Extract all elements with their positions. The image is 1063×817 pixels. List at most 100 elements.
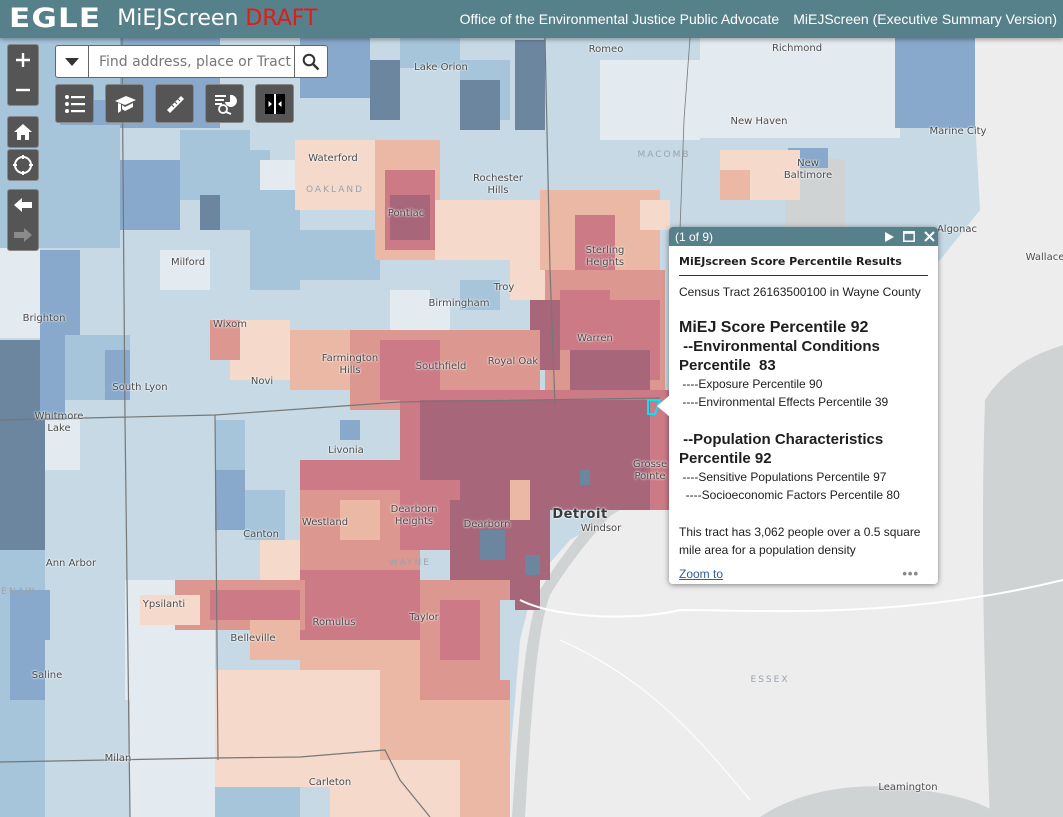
place-label: Algonac [936,224,978,235]
about-button[interactable] [105,84,144,123]
swipe-icon [264,93,285,114]
popup-header: (1 of 9) [669,227,938,246]
pop-characteristics-heading: --Population Characteristics Percentile … [679,431,888,467]
place-label: Livonia [328,445,364,456]
infographic-query-button[interactable] [205,84,244,123]
place-label: Taylor [409,612,439,623]
popup-footer: Zoom to ••• [669,564,938,584]
play-next-icon [885,231,894,242]
app-title: MiEJScreen [117,6,239,31]
tract-description: This tract has 3,062 people over a 0.5 s… [679,525,921,557]
search-widget [55,45,328,78]
home-control [7,116,39,148]
place-label: Romeo [588,44,624,55]
zoom-out-button[interactable] [8,75,38,105]
place-label: Rochester Hills [473,173,523,196]
zoom-in-button[interactable] [8,45,38,75]
crosshair-icon [13,155,33,175]
place-label: South Lyon [112,382,168,393]
county-label: MACOMB [637,150,691,160]
place-label: Birmingham [428,298,490,309]
place-label: Dearborn Heights [390,504,438,527]
place-label: Leamington [878,782,938,793]
place-label: Southfield [415,361,467,372]
zoom-to-link[interactable]: Zoom to [679,567,724,581]
place-label: Marine City [929,126,987,137]
more-actions-button[interactable]: ••• [902,566,919,581]
popup-feature-counter: (1 of 9) [675,229,714,244]
place-label: Lake Orion [414,62,468,73]
close-icon [924,231,935,242]
measurement-button[interactable] [155,84,194,123]
popup-header-buttons [885,227,935,246]
ruler-icon [166,95,184,113]
locate-button[interactable] [8,150,38,180]
next-extent-button[interactable] [8,220,38,250]
egle-logo[interactable]: EGLE [9,3,102,34]
county-label: OAKLAND [305,185,365,195]
app-header: EGLE MiEJScreen DRAFT Office of the Envi… [0,0,1063,38]
previous-extent-button[interactable] [8,190,38,220]
header-link-ej-advocate[interactable]: Office of the Environmental Justice Publ… [459,11,780,27]
place-label: Belleville [230,633,276,644]
sensitive-populations-percentile: ----Sensitive Populations Percentile 97 [679,470,887,484]
place-label: Windsor [580,523,622,534]
close-popup-button[interactable] [924,231,935,242]
place-label: New Haven [730,116,788,127]
place-label: Farmington Hills [321,353,379,376]
draft-label: DRAFT [245,6,318,31]
header-link-executive-summary[interactable]: MiEJScreen (Executive Summary Version) [793,11,1057,27]
extent-navigation [7,189,39,251]
place-label: Pontiac [387,208,425,219]
place-label: Whitmore Lake [34,411,84,434]
search-icon [302,53,320,70]
search-input[interactable] [89,46,294,77]
place-label: Dearborn [463,519,511,530]
widget-toolbar [55,84,294,123]
tract-info: Census Tract 26163500100 in Wayne County [679,285,921,299]
place-label: Milan [104,753,132,764]
zoom-controls [7,44,39,106]
place-label: Grosse Pointe [632,459,668,482]
place-label: Ann Arbor [45,558,97,569]
plus-icon [16,53,30,67]
maximize-button[interactable] [903,231,915,242]
env-effects-percentile: ----Environmental Effects Percentile 39 [679,395,889,409]
place-label: Romulus [312,617,356,628]
popup-content: MiEJscreen Score Percentile Results Cens… [669,246,938,564]
socioeconomic-percentile: ----Socioeconomic Factors Percentile 80 [679,488,900,502]
arrow-left-icon [14,198,32,212]
layer-list-icon [64,94,85,113]
place-label: Ypsilanti [142,599,186,610]
feature-popup: (1 of 9) MiEJscreen Score Percentile Res… [669,227,938,584]
caret-down-icon [65,57,79,66]
place-label: Wixom [213,319,247,330]
home-button[interactable] [8,117,38,147]
search-button[interactable] [294,46,327,77]
place-label: Canton [243,529,279,540]
popup-title: MiEJscreen Score Percentile Results [679,255,928,276]
county-label: TENAW [0,587,37,597]
search-source-dropdown[interactable] [56,46,89,77]
swipe-button[interactable] [255,84,294,123]
header-links: Office of the Environmental Justice Publ… [460,0,1057,38]
county-label: ESSEX [750,675,790,685]
miej-score: MiEJ Score Percentile 92 [679,319,869,336]
place-label: Warren [577,333,613,344]
place-label: Brighton [22,313,66,324]
graduation-cap-icon [114,95,136,113]
place-label: Saline [31,670,63,681]
place-label: Carleton [308,777,352,788]
place-label: Troy [493,282,515,293]
home-icon [14,124,32,140]
place-label: Detroit [552,507,608,522]
next-feature-button[interactable] [885,231,894,242]
place-label: Richmond [771,43,823,54]
place-label: Sterling Heights [585,245,625,268]
place-label: Milford [170,257,206,268]
layer-list-button[interactable] [55,84,94,123]
minus-icon [16,88,30,92]
place-label: Novi [250,376,274,387]
exposure-percentile: ----Exposure Percentile 90 [679,377,823,391]
